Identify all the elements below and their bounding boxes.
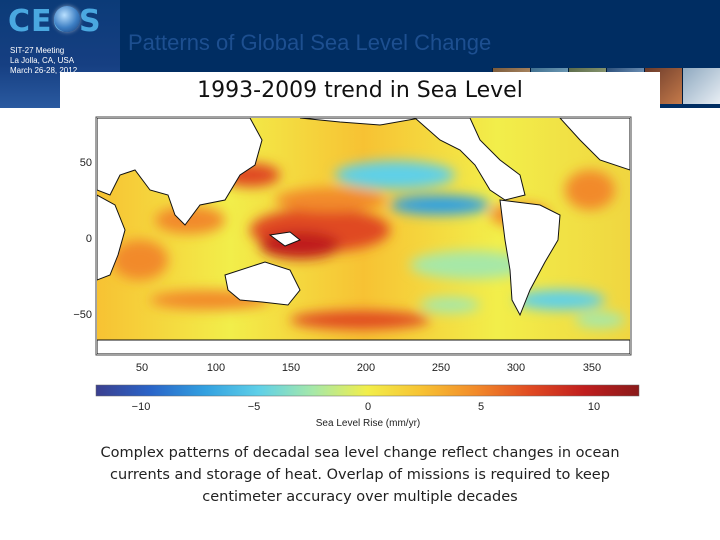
lon-tick-label: 50	[136, 362, 148, 374]
ceos-logo-band: CEOS SIT-27 Meeting La Jolla, CA, USA Ma…	[0, 0, 120, 108]
figure-title: 1993-2009 trend in Sea Level	[197, 78, 523, 103]
lon-tick-label: 150	[282, 362, 300, 374]
lon-tick-label: 350	[583, 362, 601, 374]
colorbar-label: Sea Level Rise (mm/yr)	[316, 418, 420, 429]
sea-level-figure: 50 0 −50 50 100 150 200 250 300 350 −10 …	[73, 116, 640, 429]
colorbar-ticks: −10 −5 0 5 10	[132, 401, 600, 413]
lon-tick-label: 300	[507, 362, 525, 374]
latitude-axis: 50 0 −50	[73, 157, 92, 321]
lon-tick-label: 100	[207, 362, 225, 374]
meeting-line: SIT-27 Meeting	[10, 46, 65, 55]
colorbar	[95, 384, 640, 397]
lon-tick-label: 250	[432, 362, 450, 374]
meeting-info: SIT-27 Meeting La Jolla, CA, USA March 2…	[10, 46, 77, 76]
ocean-field	[97, 118, 630, 354]
colorbar-tick-label: −5	[248, 401, 261, 413]
meeting-line: La Jolla, CA, USA	[10, 56, 75, 65]
continents	[97, 118, 630, 354]
photo-thumbnail	[682, 68, 720, 104]
lat-tick-label: 0	[86, 233, 92, 245]
lon-tick-label: 200	[357, 362, 375, 374]
lat-tick-label: 50	[80, 157, 92, 169]
globe-icon	[54, 6, 80, 32]
slide-title: Patterns of Global Sea Level Change	[128, 30, 492, 55]
meeting-line: March 26-28, 2012	[10, 66, 78, 75]
longitude-axis: 50 100 150 200 250 300 350	[136, 362, 601, 374]
lat-tick-label: −50	[73, 309, 92, 321]
colorbar-tick-label: 0	[365, 401, 371, 413]
colorbar-tick-label: 5	[478, 401, 484, 413]
sea-level-map: 50 0 −50 50 100 150 200 250 300 350 −10 …	[73, 116, 640, 429]
colorbar-tick-label: −10	[132, 401, 151, 413]
colorbar-tick-label: 10	[588, 401, 600, 413]
map-frame	[95, 116, 632, 356]
caption: Complex patterns of decadal sea level ch…	[100, 445, 620, 505]
